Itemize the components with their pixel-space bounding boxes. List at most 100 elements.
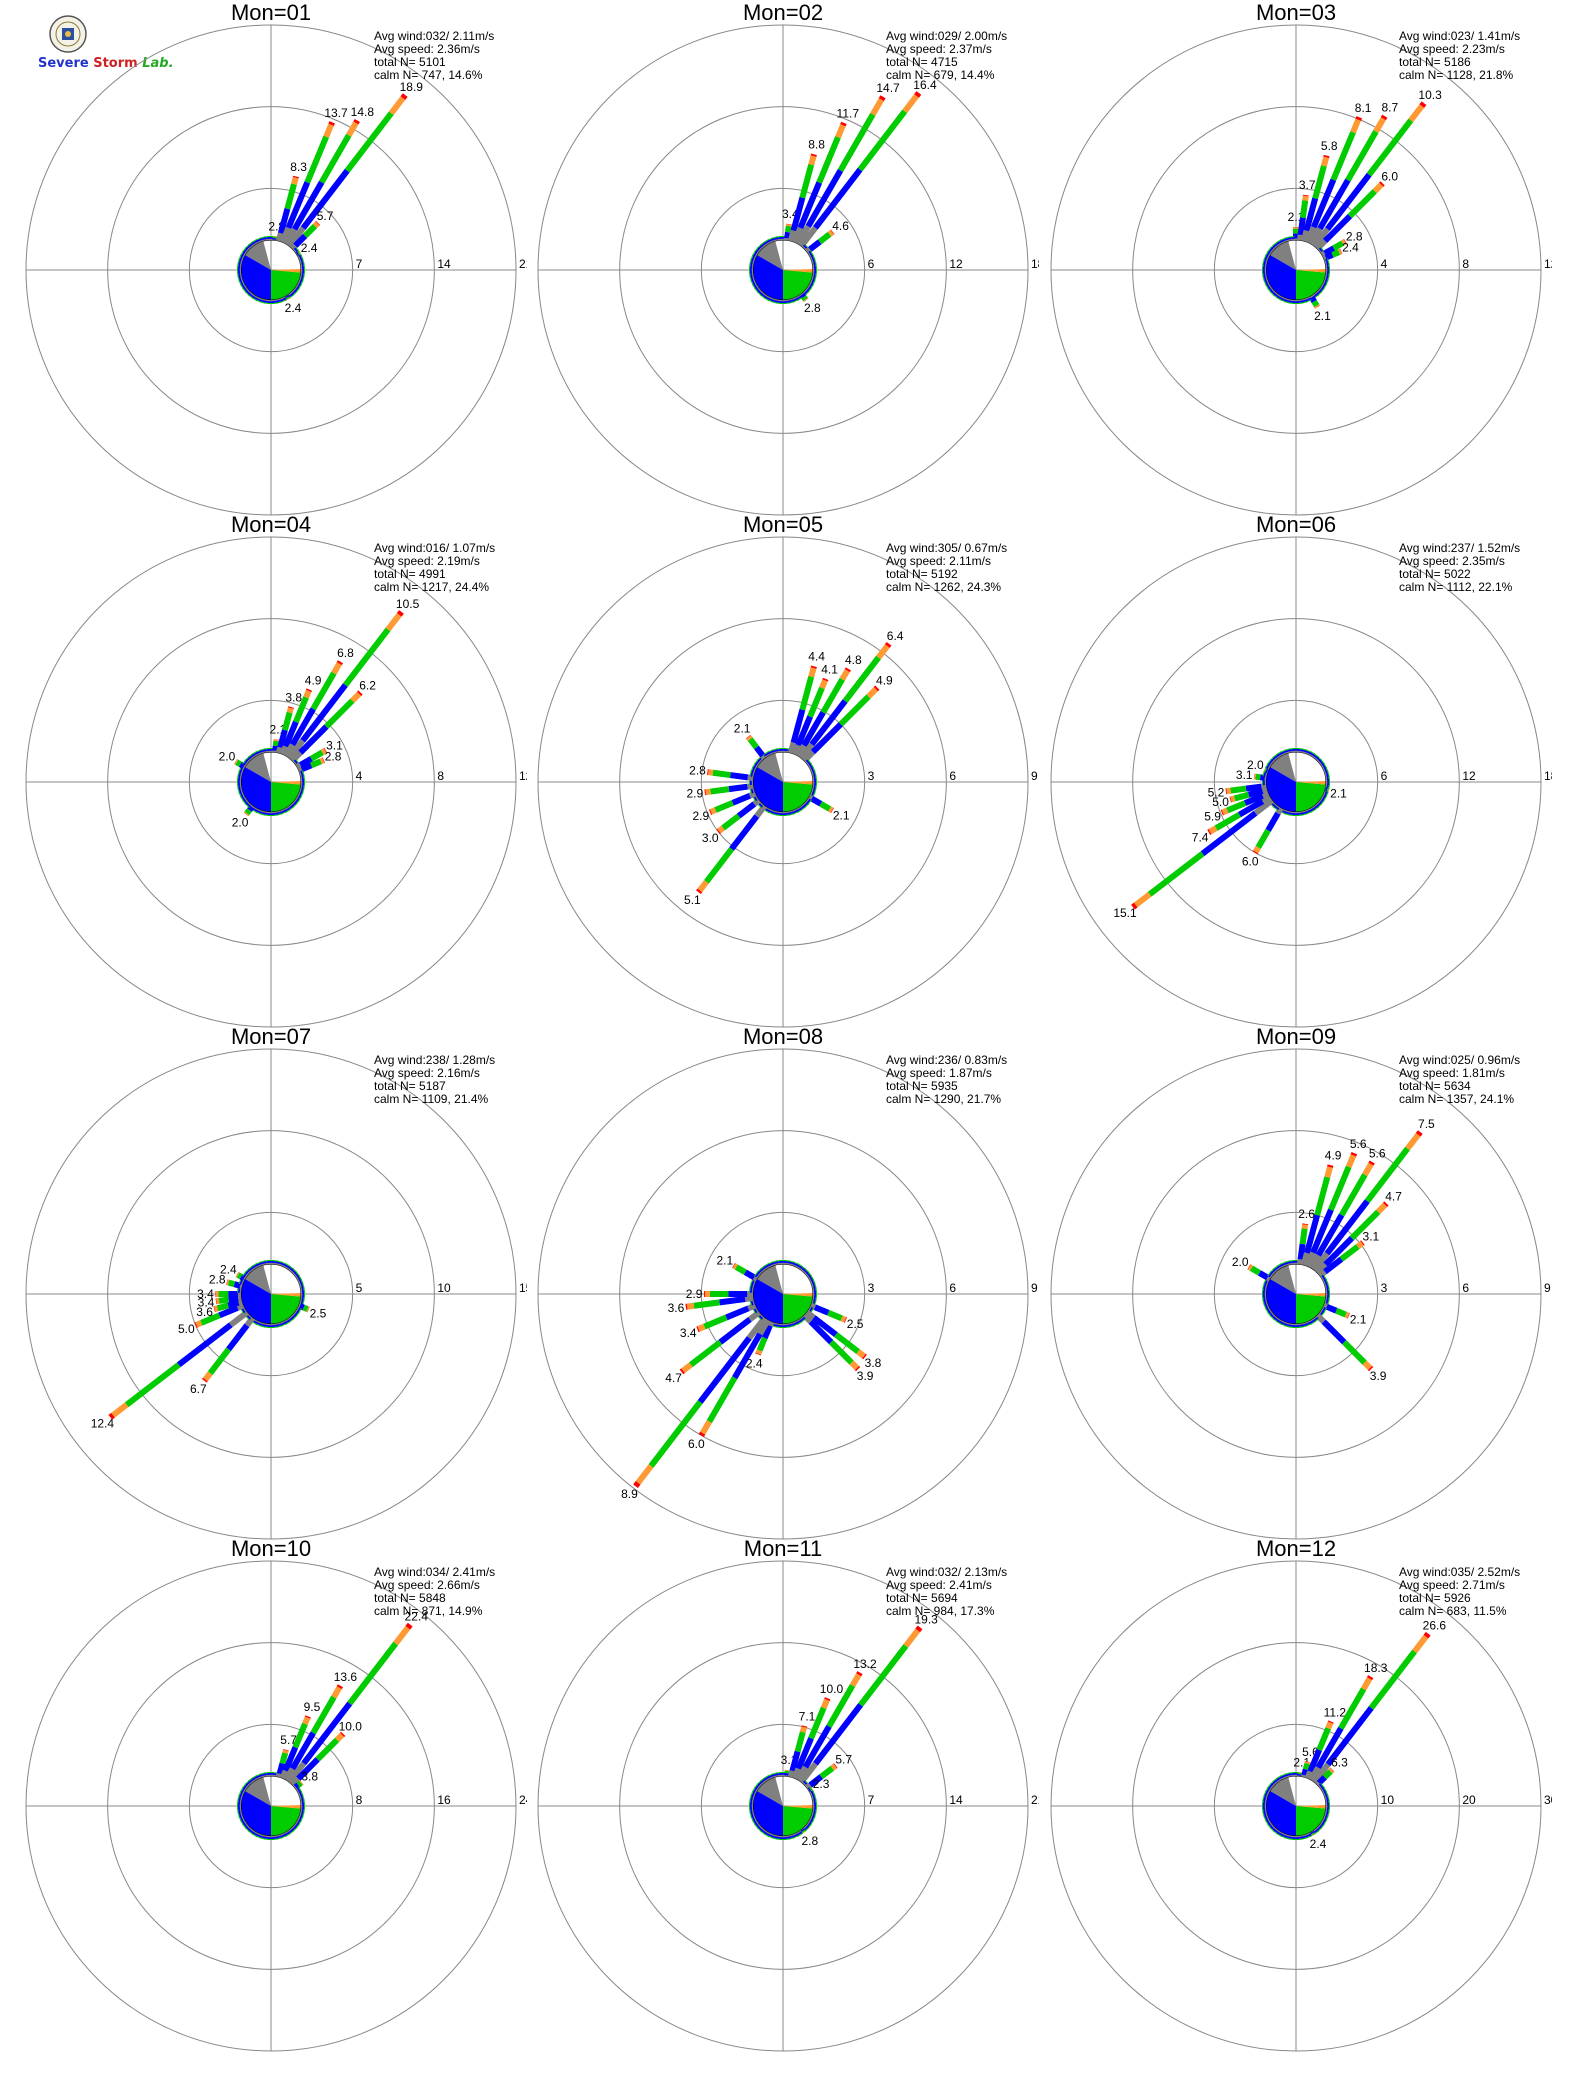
- bar-value-label: 3.4: [680, 1326, 697, 1340]
- wind-bar-segment: [1318, 759, 1325, 766]
- wind-bar: [1272, 1827, 1281, 1835]
- wind-bar-segment: [1360, 1677, 1373, 1691]
- wind-bar-segment: [1320, 1311, 1325, 1318]
- wind-rose-panel: 48122.13.84.96.810.56.23.12.82.02.0Mon=0…: [15, 512, 527, 1028]
- bar-value-label: 2.0: [232, 815, 249, 829]
- wind-bar: [633, 1315, 768, 1489]
- wind-bar-segment: [804, 1272, 810, 1279]
- wind-bar: [283, 1830, 291, 1837]
- wind-bar-segment: [1247, 788, 1264, 798]
- wind-bar-segment: [761, 243, 768, 249]
- wind-stats: Avg wind:032/ 2.13m/s Avg speed: 2.41m/s t…: [886, 1566, 1007, 1618]
- wind-bar: [243, 803, 256, 817]
- wind-bar: [1308, 1160, 1375, 1270]
- wind-bar-segment: [1267, 1818, 1272, 1825]
- wind-bar: [795, 1318, 803, 1325]
- wind-bar: [247, 1265, 256, 1273]
- wind-bar-segment: [808, 1274, 814, 1281]
- wind-bar-segment: [807, 1787, 813, 1794]
- wind-bar-segment: [810, 762, 814, 769]
- wind-bar: [804, 229, 835, 255]
- wind-bar: [1317, 285, 1325, 294]
- wind-bar-segment: [1269, 803, 1275, 809]
- wind-bar-segment: [242, 794, 247, 801]
- wind-bar-segment: [234, 759, 239, 765]
- wind-bar-segment: [1311, 1251, 1330, 1273]
- wind-bar-segment: [1272, 1830, 1279, 1835]
- stat-calm-n: calm N= 1128, 21.8%: [1399, 68, 1514, 82]
- wind-stats: Avg wind:025/ 0.96m/s Avg speed: 1.81m/s t…: [1399, 1054, 1520, 1106]
- bar-value-label: 2.9: [686, 787, 703, 801]
- wind-bar-segment: [1208, 825, 1218, 835]
- wind-bar-segment: [1265, 766, 1269, 774]
- wind-bar-segment: [1276, 1263, 1283, 1267]
- bar-value-label: 26.6: [1423, 1619, 1447, 1633]
- wind-bar-segment: [1311, 1762, 1331, 1785]
- stat-avg-speed: Avg speed: 2.66m/s: [374, 1578, 480, 1592]
- wind-bar-segment: [242, 1271, 249, 1278]
- wind-bar: [1311, 101, 1427, 249]
- wind-bar: [771, 298, 779, 304]
- wind-bar-segment: [792, 1833, 799, 1838]
- wind-bar-segment: [756, 760, 762, 767]
- wind-bar: [1220, 790, 1270, 816]
- hub-slice-blue: [753, 1791, 783, 1836]
- stat-avg-wind: Avg wind:305/ 0.67m/s: [886, 541, 1008, 555]
- wind-bar-segment: [1305, 750, 1312, 755]
- wind-bar-segment: [1309, 807, 1316, 813]
- wind-rose-panel: 3 6 9 2.5 3.8 3.9 2.4 6.0 8.9 4.7 3.4 3.6 2.9 2.1 Mon=…: [527, 1024, 1039, 1540]
- wind-bar-segment: [1315, 757, 1321, 763]
- bar-value-label: 3.4: [197, 1287, 214, 1301]
- wind-bar-segment: [1367, 1365, 1374, 1372]
- wind-bar: [300, 1798, 306, 1806]
- wind-bar: [807, 762, 814, 770]
- hub-slice-blue: [1266, 255, 1296, 300]
- wind-bar-segment: [1277, 753, 1284, 758]
- wind-bar: [275, 1749, 289, 1778]
- wind-bar: [809, 766, 816, 774]
- wind-bar-segment: [251, 1775, 258, 1779]
- stat-calm-n: calm N= 1290, 21.7%: [886, 1092, 1002, 1106]
- wind-bar-segment: [849, 1673, 862, 1688]
- wind-bar: [756, 289, 764, 297]
- wind-bar: [716, 797, 762, 835]
- wind-bar-segment: [759, 294, 766, 299]
- wind-bar: [754, 1270, 762, 1279]
- wind-bar-segment: [808, 1307, 814, 1314]
- wind-bar-segment: [246, 757, 252, 763]
- wind-bar: [275, 1322, 283, 1328]
- wind-bar-segment: [248, 292, 255, 299]
- wind-bar-segment: [767, 1833, 774, 1838]
- wind-bar-segment: [746, 1315, 768, 1340]
- wind-bar: [1325, 1798, 1331, 1806]
- wind-bar-segment: [1267, 282, 1272, 289]
- wind-bar: [802, 801, 810, 809]
- wind-bar-segment: [759, 1265, 766, 1270]
- wind-bar-segment: [1408, 104, 1425, 123]
- wind-bar: [300, 774, 306, 782]
- wind-bar-segment: [236, 1272, 243, 1280]
- wind-bar-segment: [239, 766, 244, 773]
- wind-bar: [754, 246, 762, 255]
- wind-bar: [299, 770, 305, 778]
- wind-bar-segment: [754, 1823, 759, 1830]
- wind-bar-segment: [764, 241, 771, 246]
- wind-bar-segment: [796, 1263, 803, 1269]
- wind-bar-segment: [1373, 117, 1386, 134]
- wind-bar-segment: [1312, 804, 1319, 811]
- wind-bar-segment: [795, 1265, 802, 1270]
- ring-tick-label: 7: [868, 1793, 875, 1807]
- wind-bar-segment: [808, 1819, 814, 1826]
- wind-bar-segment: [1264, 254, 1269, 261]
- wind-bar-segment: [293, 1310, 300, 1317]
- wind-bar-segment: [1322, 1302, 1328, 1310]
- wind-bar-segment: [1317, 1309, 1323, 1316]
- wind-bar-segment: [284, 1319, 291, 1325]
- wind-bar: [255, 749, 263, 756]
- wind-bar: [811, 1794, 817, 1802]
- wind-bar-segment: [1323, 1278, 1328, 1285]
- bar-value-label: 5.7: [280, 1733, 297, 1747]
- wind-bar: [809, 1278, 816, 1286]
- stat-avg-speed: Avg speed: 2.35m/s: [1399, 554, 1505, 568]
- wind-stats: Avg wind:034/ 2.41m/s Avg speed: 2.66m/s t…: [374, 1566, 495, 1618]
